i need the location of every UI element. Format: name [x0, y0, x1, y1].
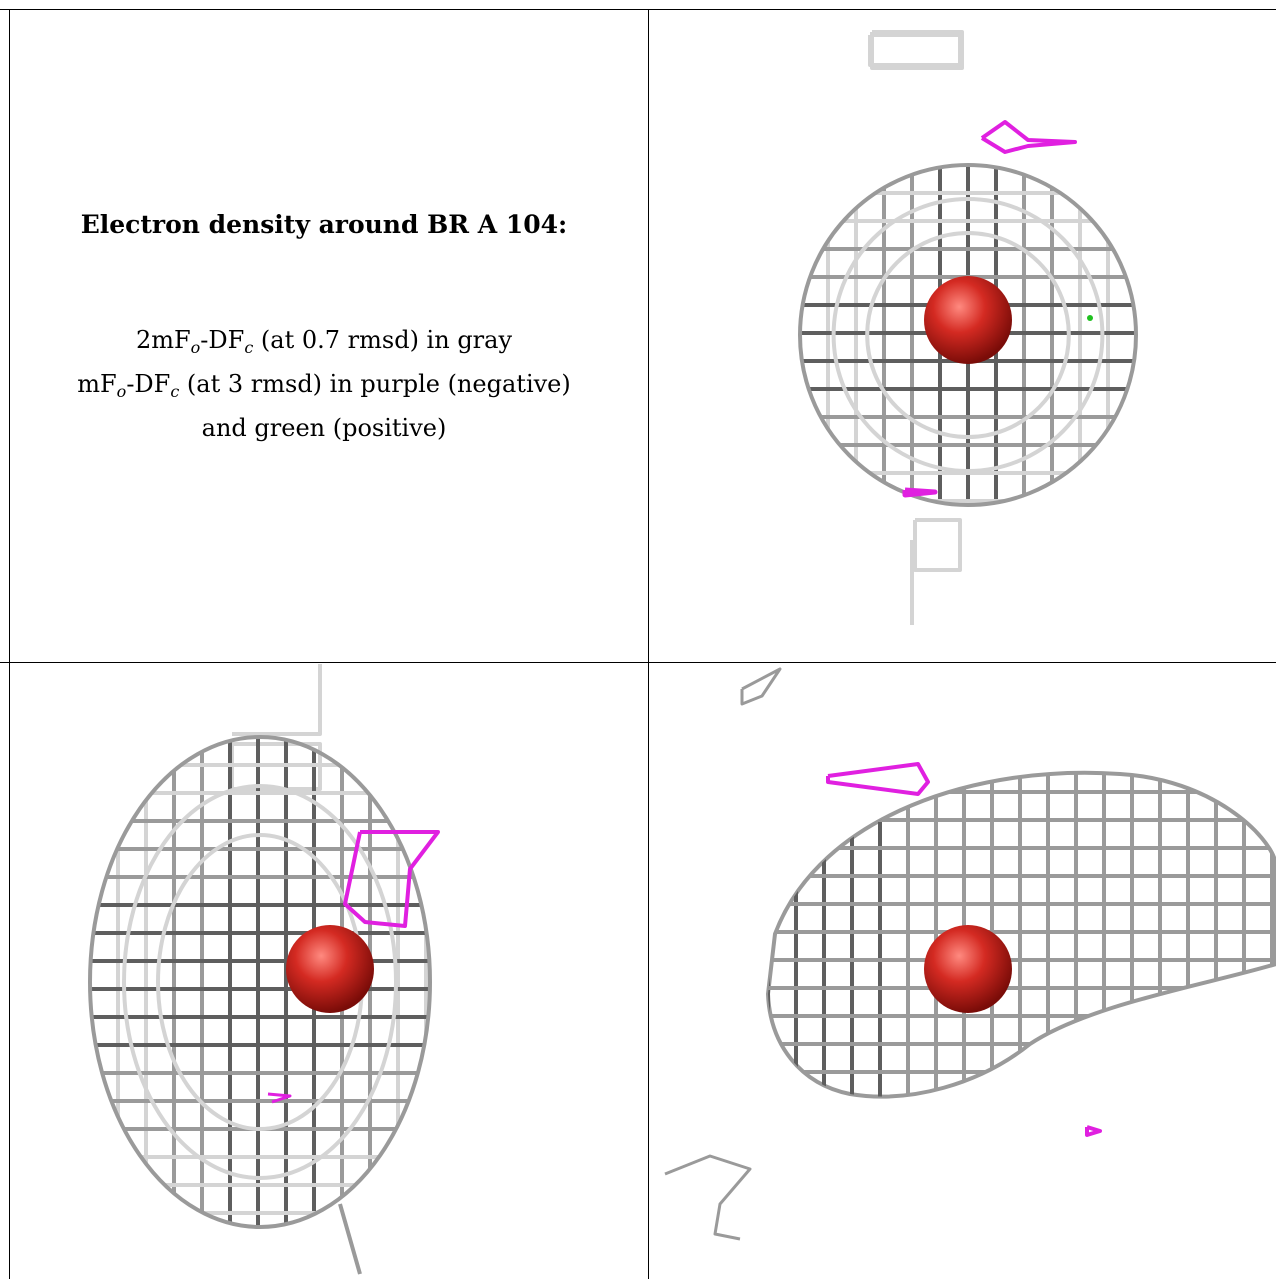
mesh-contour: [122, 784, 398, 1180]
mesh-tail: [338, 1203, 362, 1275]
mesh-fragment-bottom: [913, 518, 962, 572]
view-bottom-right: [650, 664, 1276, 1279]
negative-density-small: [267, 1092, 292, 1104]
caption-title: Electron density around BR A 104:: [80, 210, 568, 239]
mesh-fragment-top: [868, 33, 962, 67]
caption-line-2: mFo-DFc (at 3 rmsd) in purple (negative): [77, 370, 571, 401]
mesh-contour: [865, 231, 1071, 439]
mesh-grid: [768, 772, 1276, 1097]
negative-density-top: [343, 830, 440, 928]
negative-density-bottom: [902, 487, 938, 498]
table-border-center: [648, 9, 649, 1279]
density-mesh: [765, 770, 1276, 1099]
negative-density-small: [1085, 1125, 1102, 1137]
table-border-top: [0, 9, 1276, 10]
negative-density-top: [826, 762, 930, 796]
positive-density: [1087, 315, 1093, 321]
mesh-contour: [831, 197, 1105, 473]
bromine-atom: [924, 925, 1012, 1013]
caption-line-3: and green (positive): [201, 414, 447, 442]
mesh-fragment-bottom: [664, 1154, 752, 1241]
view-top-right: [650, 10, 1276, 662]
bromine-atom: [286, 925, 374, 1013]
mesh-contour: [798, 163, 1138, 507]
mesh-fragment-top-2: [232, 664, 322, 736]
mesh-fragment-top: [740, 667, 782, 706]
mesh-contour: [88, 735, 432, 1229]
caption-description: 2mFo-DFc (at 0.7 rmsd) in gray mFo-DFc (…: [0, 322, 648, 446]
mesh-fragment: [870, 30, 964, 70]
view-bottom-left: [10, 664, 648, 1279]
table-border-middle: [0, 662, 1276, 663]
table-border-left: [9, 9, 10, 1279]
caption-cell: Electron density around BR A 104: 2mFo-D…: [0, 0, 648, 662]
density-mesh: [88, 735, 432, 1229]
caption-line-1: 2mFo-DFc (at 0.7 rmsd) in gray: [135, 326, 513, 357]
negative-density-top: [980, 120, 1077, 154]
bromine-atom: [924, 276, 1012, 364]
